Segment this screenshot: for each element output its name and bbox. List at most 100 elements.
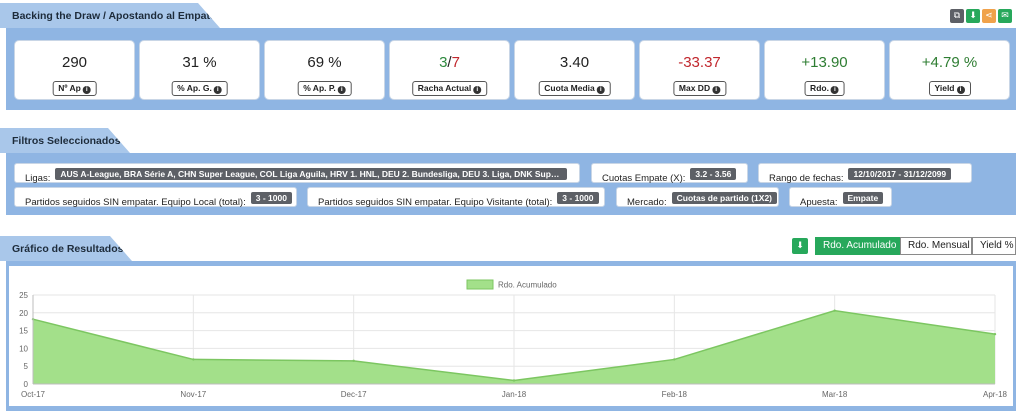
stat-value: 31 % bbox=[182, 54, 217, 71]
y-tick-label: 20 bbox=[19, 309, 28, 318]
info-icon: i bbox=[712, 86, 721, 94]
filters-section-title: Filtros Seleccionados bbox=[0, 128, 130, 153]
stat-label-text: Nº Ap bbox=[58, 83, 81, 93]
y-tick-label: 5 bbox=[24, 362, 29, 371]
filter-date-range: Rango de fechas: 12/10/2017 - 31/12/2099 bbox=[758, 163, 972, 184]
toggle-yield[interactable]: Yield % bbox=[972, 237, 1016, 255]
stat-card-avg-odds: 3.40 Cuota Media i bbox=[514, 40, 635, 100]
filter-label: Partidos seguidos SIN empatar. Equipo Lo… bbox=[25, 197, 246, 208]
x-tick-label: Feb-18 bbox=[662, 390, 688, 399]
stat-label-button[interactable]: Yield i bbox=[928, 81, 971, 96]
filter-leagues: Ligas: AUS A-League, BRA Série A, CHN Sup… bbox=[14, 163, 580, 184]
stat-value: 69 % bbox=[307, 54, 342, 71]
series-area bbox=[33, 310, 995, 384]
stat-card-yield: +4.79 % Yield i bbox=[889, 40, 1010, 100]
data-point bbox=[192, 358, 195, 361]
stat-card-pct-lost: 69 % % Ap. P. i bbox=[264, 40, 385, 100]
filter-home-streak: Partidos seguidos SIN empatar. Equipo Lo… bbox=[14, 187, 297, 208]
copy-icon: ⧉ bbox=[953, 11, 961, 21]
email-icon: ✉ bbox=[1001, 11, 1009, 21]
share-icon: ⋖ bbox=[985, 11, 993, 21]
stat-label-button[interactable]: Nº Ap i bbox=[52, 81, 97, 96]
y-tick-label: 15 bbox=[19, 327, 28, 336]
info-icon: i bbox=[956, 86, 965, 94]
stat-value: 290 bbox=[61, 54, 88, 71]
summary-title: Backing the Draw / Apostando al Empate bbox=[12, 10, 216, 22]
filter-label: Mercado: bbox=[627, 197, 667, 208]
info-icon: i bbox=[473, 86, 482, 94]
email-button[interactable]: ✉ bbox=[998, 9, 1012, 23]
stat-label-button[interactable]: Racha Actual i bbox=[411, 81, 488, 96]
filter-value: 3.2 - 3.56 bbox=[690, 168, 737, 180]
info-icon: i bbox=[213, 86, 222, 94]
stat-label-text: Yield bbox=[934, 83, 955, 93]
stat-label-text: Rdo. bbox=[810, 83, 829, 93]
filter-value: Cuotas de partido (1X2) bbox=[671, 192, 778, 204]
x-tick-label: Jan-18 bbox=[502, 390, 527, 399]
streak-losses: 7 bbox=[451, 54, 460, 71]
stat-label-text: % Ap. G. bbox=[177, 83, 212, 93]
info-icon: i bbox=[830, 86, 839, 94]
data-point bbox=[512, 379, 516, 382]
chart-area: 0 5 10 15 20 25 Oct-17 Nov-17 Dec-17 Jan-18 Feb-18… bbox=[9, 266, 1013, 406]
stat-label-button[interactable]: % Ap. G. i bbox=[171, 81, 228, 96]
stat-value: 3/7 bbox=[390, 54, 509, 71]
filter-value: 12/10/2017 - 31/12/2099 bbox=[848, 168, 952, 180]
stat-value: +4.79 % bbox=[921, 54, 978, 71]
stat-label-button[interactable]: Cuota Media i bbox=[538, 81, 611, 96]
info-icon: i bbox=[596, 86, 605, 94]
toggle-label: Yield % bbox=[980, 240, 1014, 251]
info-icon: i bbox=[82, 86, 91, 94]
stat-card-current-streak: 3/7 Racha Actual i bbox=[389, 40, 510, 100]
y-tick-label: 0 bbox=[24, 380, 29, 389]
download-icon: ⬇ bbox=[796, 241, 804, 251]
data-point bbox=[673, 358, 676, 361]
stat-card-num-bets: 290 Nº Ap i bbox=[14, 40, 135, 100]
chart-download-button[interactable]: ⬇ bbox=[792, 238, 808, 254]
filters-title: Filtros Seleccionados bbox=[12, 135, 121, 147]
filter-label: Apuesta: bbox=[800, 197, 838, 208]
toggle-accumulated-result[interactable]: Rdo. Acumulado bbox=[815, 237, 900, 255]
download-icon: ⬇ bbox=[969, 11, 977, 21]
data-point bbox=[352, 359, 355, 363]
filter-bet: Apuesta: Empate bbox=[789, 187, 892, 208]
stat-label-text: Racha Actual bbox=[417, 83, 472, 93]
stat-label-button[interactable]: % Ap. P. i bbox=[297, 81, 352, 96]
filter-value: AUS A-League, BRA Série A, CHN Super Lea… bbox=[55, 168, 568, 180]
stat-value: +13.90 bbox=[801, 54, 848, 71]
filter-value: 3 - 1000 bbox=[557, 192, 599, 204]
x-tick-label: Apr-18 bbox=[983, 390, 1008, 399]
data-point bbox=[833, 309, 836, 312]
stat-card-max-dd: -33.37 Max DD i bbox=[639, 40, 760, 100]
share-button[interactable]: ⋖ bbox=[982, 9, 996, 23]
toggle-label: Rdo. Mensual bbox=[908, 240, 970, 251]
filter-value: Empate bbox=[842, 192, 884, 204]
y-tick-label: 10 bbox=[19, 344, 28, 353]
results-title: Gráfico de Resultados bbox=[12, 243, 124, 255]
stat-value: 3.40 bbox=[559, 54, 590, 71]
results-section-title: Gráfico de Resultados bbox=[0, 236, 132, 261]
copy-button[interactable]: ⧉ bbox=[950, 9, 964, 23]
streak-wins: 3 bbox=[439, 54, 448, 71]
data-point bbox=[993, 332, 997, 336]
x-tick-label: Oct-17 bbox=[21, 390, 46, 399]
y-tick-label: 25 bbox=[19, 291, 28, 300]
stat-label-button[interactable]: Max DD i bbox=[672, 81, 727, 96]
legend-swatch bbox=[466, 279, 494, 290]
filter-draw-odds: Cuotas Empate (X): 3.2 - 3.56 bbox=[591, 163, 748, 184]
info-icon: i bbox=[337, 86, 346, 94]
filter-label: Rango de fechas: bbox=[769, 173, 844, 184]
results-chart: 0 5 10 15 20 25 Oct-17 Nov-17 Dec-17 Jan-18 Feb-18… bbox=[19, 279, 1008, 399]
filter-market: Mercado: Cuotas de partido (1X2) bbox=[616, 187, 779, 208]
stat-card-pct-won: 31 % % Ap. G. i bbox=[139, 40, 260, 100]
filter-label: Ligas: bbox=[25, 173, 51, 184]
stat-label-button[interactable]: Rdo. i bbox=[804, 81, 845, 96]
download-button[interactable]: ⬇ bbox=[966, 9, 980, 23]
filter-value: 3 - 1000 bbox=[250, 192, 292, 204]
filter-label: Cuotas Empate (X): bbox=[602, 173, 686, 184]
toggle-monthly-result[interactable]: Rdo. Mensual bbox=[900, 237, 972, 255]
stat-value: -33.37 bbox=[678, 54, 721, 71]
stat-label-text: Max DD bbox=[678, 83, 711, 93]
legend-label: Rdo. Acumulado bbox=[498, 281, 557, 290]
x-tick-label: Nov-17 bbox=[180, 390, 206, 399]
